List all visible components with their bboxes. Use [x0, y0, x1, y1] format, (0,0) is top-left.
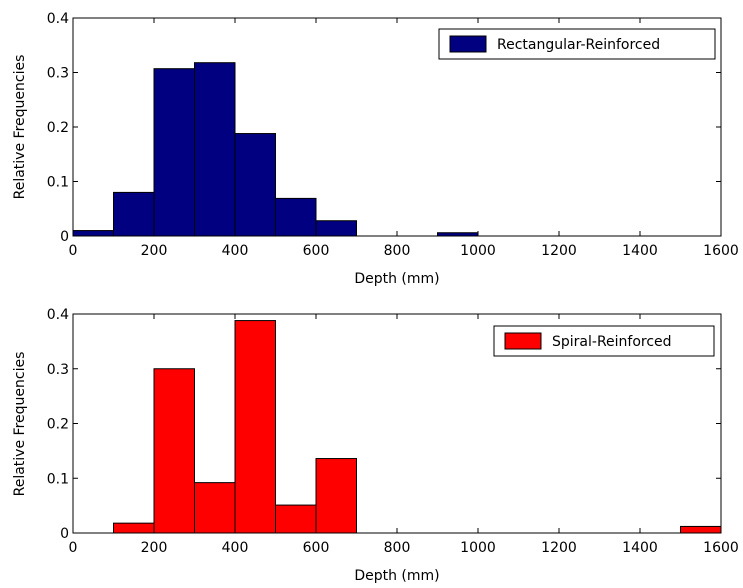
bar-spiral-1: [113, 522, 155, 534]
x-axis-label-spiral: Depth (mm): [354, 568, 439, 584]
bar-spiral-2: [153, 368, 195, 534]
bar-spiral-3: [194, 482, 236, 534]
bars-spiral: [113, 320, 722, 534]
x-tick-label-spiral-3: 600: [303, 540, 330, 556]
x-tick-label-spiral-7: 1400: [622, 540, 658, 556]
bar-rectangular-0: [72, 230, 114, 237]
legend-swatch-spiral: [504, 332, 542, 350]
bar-rectangular-5: [275, 197, 317, 237]
y-axis-label-spiral: Relative Frequencies: [12, 352, 28, 497]
x-tick-label-rectangular-6: 1200: [541, 243, 577, 259]
ticks-spiral: 0 200 400 600 800 1000 1200 1400 1600 0 0.1 0.2 0.3 0…: [47, 307, 739, 556]
x-tick-label-rectangular-2: 400: [222, 243, 249, 259]
x-tick-label-spiral-2: 400: [222, 540, 249, 556]
x-tick-label-rectangular-8: 1600: [703, 243, 739, 259]
legend-label-rectangular: Rectangular-Reinforced: [497, 37, 660, 53]
bar-spiral-5: [275, 504, 317, 534]
y-axis-label-rectangular: Relative Frequencies: [12, 55, 28, 200]
bar-rectangular-2: [153, 68, 195, 237]
y-tick-label-spiral-1: 0.1: [47, 471, 69, 487]
ticks-rectangular: 0 200 400 600 800 1000 1200 1400 1600 0 0.1 0.2 0.3 0…: [47, 11, 739, 259]
legend-spiral: Spiral-Reinforced: [493, 325, 715, 357]
bar-rectangular-4: [234, 133, 276, 237]
y-tick-label-rectangular-0: 0: [60, 229, 69, 245]
y-tick-label-spiral-2: 0.2: [47, 417, 69, 433]
legend-label-spiral: Spiral-Reinforced: [552, 334, 672, 350]
x-tick-label-rectangular-1: 200: [141, 243, 168, 259]
bar-spiral-15: [680, 525, 722, 534]
x-tick-label-spiral-8: 1600: [703, 540, 739, 556]
y-tick-label-rectangular-2: 0.2: [47, 120, 69, 136]
legend-rectangular: Rectangular-Reinforced: [438, 28, 716, 60]
legend-swatch-rectangular: [449, 35, 487, 53]
y-tick-label-rectangular-3: 0.3: [47, 66, 69, 82]
y-tick-label-spiral-4: 0.4: [47, 307, 69, 323]
x-tick-label-rectangular-0: 0: [69, 243, 78, 259]
x-tick-label-rectangular-4: 800: [384, 243, 411, 259]
bars-rectangular: [72, 62, 479, 237]
bar-spiral-6: [315, 458, 357, 534]
bar-spiral-4: [234, 320, 276, 534]
bar-rectangular-1: [113, 191, 155, 237]
y-tick-label-rectangular-1: 0.1: [47, 175, 69, 191]
bar-rectangular-3: [194, 62, 236, 237]
x-tick-label-spiral-6: 1200: [541, 540, 577, 556]
x-tick-label-spiral-0: 0: [69, 540, 78, 556]
bar-rectangular-6: [315, 220, 357, 237]
x-tick-label-spiral-4: 800: [384, 540, 411, 556]
x-axis-label-rectangular: Depth (mm): [354, 271, 439, 287]
chart-panel-rectangular: 0 200 400 600 800 1000 1200 1400 1600 0 0.1 0.2 0.3 0…: [12, 11, 739, 287]
y-tick-label-spiral-0: 0: [60, 526, 69, 542]
chart-panel-spiral: 0 200 400 600 800 1000 1200 1400 1600 0 0.1 0.2 0.3 0…: [12, 307, 739, 584]
x-tick-label-rectangular-3: 600: [303, 243, 330, 259]
y-tick-label-spiral-3: 0.3: [47, 362, 69, 378]
x-tick-label-rectangular-5: 1000: [460, 243, 496, 259]
x-tick-label-spiral-1: 200: [141, 540, 168, 556]
y-tick-label-rectangular-4: 0.4: [47, 11, 69, 27]
x-tick-label-spiral-5: 1000: [460, 540, 496, 556]
x-tick-label-rectangular-7: 1400: [622, 243, 658, 259]
